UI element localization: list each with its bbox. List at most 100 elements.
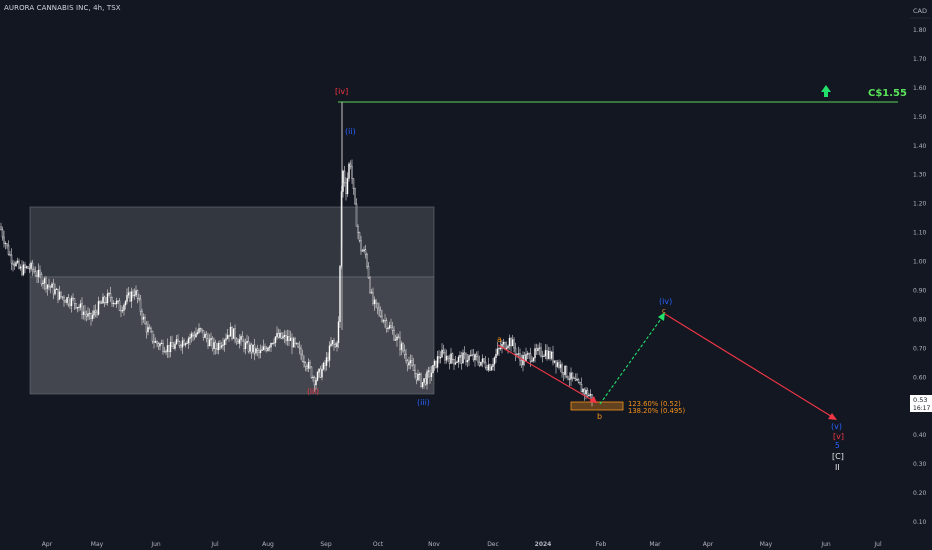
candle-body [337, 321, 340, 344]
candle-body [186, 342, 188, 344]
candle-body [118, 300, 121, 311]
candle-body [424, 378, 427, 385]
candle-body [6, 243, 8, 246]
candle-body [78, 307, 80, 309]
candle-body [585, 390, 587, 395]
candle-body [33, 269, 35, 272]
candle-body [475, 354, 478, 358]
candle-body [88, 312, 91, 314]
candle-body [501, 344, 503, 349]
candle-body [385, 320, 388, 329]
candle-body [127, 292, 130, 296]
candle-body [163, 351, 166, 353]
x-axis: Apr May Jun Jul Aug Sep Oct Nov Dec 2024 Feb Mar Apr… [42, 541, 882, 548]
currency-label: CAD [913, 7, 927, 15]
candle-body [433, 360, 436, 366]
candle-body [520, 359, 523, 366]
candle-body [109, 293, 112, 298]
candle-body [15, 262, 17, 267]
candle-body [402, 343, 404, 352]
arrowhead-c [658, 312, 665, 321]
candle-body [142, 316, 145, 320]
candle-body [258, 350, 260, 354]
candle-body [444, 352, 446, 361]
candle-body [1, 229, 4, 238]
candle-body [148, 327, 151, 330]
candle-body [384, 320, 386, 322]
candle-body [270, 343, 272, 348]
y-axis: 1.80 1.70 1.60 1.50 1.40 1.30 1.20 1.10 1.00 0.90… [913, 27, 927, 526]
candle-body [463, 352, 466, 355]
candle-body [244, 342, 247, 349]
candle-body [577, 379, 580, 383]
candle-body [354, 188, 356, 205]
candle-body [450, 353, 452, 364]
candle-body [265, 348, 268, 351]
candle-body [193, 335, 196, 338]
candle-body [70, 297, 73, 307]
candle-body [7, 245, 10, 255]
candle-body [441, 349, 443, 358]
x-tick-label: Aug [262, 541, 274, 548]
candle-body [306, 366, 308, 369]
candle-body [13, 264, 16, 267]
candle-body [388, 325, 391, 329]
candle-body [316, 372, 319, 381]
y-tick-label: 1.00 [913, 259, 927, 266]
arrowhead-b [589, 396, 597, 403]
candle-body [556, 362, 559, 367]
candle-body [363, 249, 365, 252]
candle-body [478, 361, 481, 366]
candle-body [411, 360, 413, 366]
candle-body [535, 348, 538, 352]
candle-body [292, 338, 295, 348]
candle-body [531, 360, 533, 362]
candle-body [418, 373, 421, 375]
x-tick-label: Jul [210, 541, 219, 548]
x-tick-label: May [760, 541, 773, 548]
candle-body [111, 297, 113, 304]
candle-body [405, 354, 407, 361]
candle-body [169, 342, 172, 353]
candle-body [96, 311, 98, 315]
candle-body [391, 327, 394, 331]
candle-body [304, 362, 307, 367]
y-tick-label: 0.70 [913, 345, 927, 352]
candle-body [24, 264, 26, 268]
candle-body [331, 340, 334, 345]
candle-body [226, 334, 229, 339]
candle-body [12, 262, 14, 265]
candle-body [505, 347, 508, 350]
candle-body [538, 347, 541, 349]
candle-body [67, 297, 70, 305]
candle-body [361, 250, 364, 252]
candle-body [366, 254, 368, 267]
candle-body [216, 348, 218, 351]
candle-body [421, 382, 424, 387]
candle-body [514, 347, 517, 355]
candle-body [489, 364, 491, 371]
candle-body [589, 394, 592, 396]
candle-body [153, 340, 155, 343]
candle-body [234, 328, 236, 340]
x-tick-label: Oct [373, 541, 384, 548]
projection-down-a-b [497, 344, 598, 404]
candle-body [268, 346, 271, 349]
arrowhead-v [828, 413, 837, 420]
candle-body [139, 298, 142, 312]
candle-body [550, 351, 553, 359]
candle-body [168, 345, 170, 353]
candle-body [393, 330, 395, 341]
candle-body [336, 342, 338, 348]
candle-body [66, 297, 68, 303]
candle-body [283, 335, 286, 337]
candle-body [135, 290, 137, 296]
candle-body [10, 254, 13, 264]
last-price-tag: 0.53 16:17 [910, 395, 932, 412]
candle-body [286, 336, 289, 341]
up-arrow-icon [821, 85, 831, 97]
candle-body [204, 333, 206, 338]
candle-body [19, 266, 22, 269]
candle-body [238, 339, 241, 344]
candle-body [58, 291, 61, 300]
